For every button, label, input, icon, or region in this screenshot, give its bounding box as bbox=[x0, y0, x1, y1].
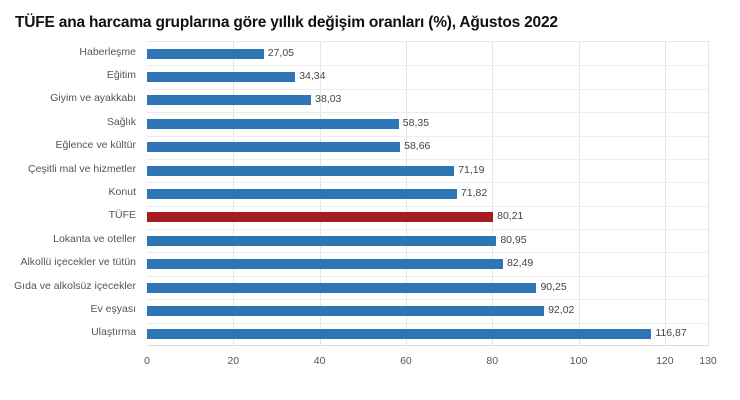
category-label: Eğitim bbox=[106, 69, 136, 82]
category-label: TÜFE bbox=[108, 209, 136, 222]
horizontal-gridline bbox=[147, 158, 708, 160]
category-label: Sağlık bbox=[106, 115, 136, 128]
plot-area: 27,05 34,34 38,03 58,35 58,66 71,19 71,82 80,21… bbox=[147, 41, 709, 346]
bar bbox=[147, 95, 312, 106]
value-label: 58,66 bbox=[404, 140, 431, 153]
x-tick-label: 100 bbox=[569, 355, 588, 367]
value-label: 90,25 bbox=[540, 280, 567, 293]
category-label: Alkollü içecekler ve tütün bbox=[20, 256, 136, 269]
horizontal-gridline bbox=[147, 322, 708, 324]
category-label: Ulaştırma bbox=[91, 326, 136, 339]
value-label: 34,34 bbox=[299, 70, 326, 83]
chart-title: TÜFE ana harcama gruplarına göre yıllık … bbox=[15, 14, 558, 31]
horizontal-gridline bbox=[147, 252, 708, 254]
x-tick-label: 60 bbox=[400, 355, 412, 367]
horizontal-gridline bbox=[147, 65, 708, 67]
value-label: 80,21 bbox=[497, 210, 524, 223]
bar bbox=[147, 305, 545, 316]
horizontal-gridline bbox=[147, 229, 708, 231]
category-label: Konut bbox=[108, 186, 136, 198]
value-label: 116,87 bbox=[655, 327, 687, 340]
bar bbox=[147, 282, 537, 293]
x-tick-label: 120 bbox=[656, 355, 674, 367]
bar bbox=[147, 142, 401, 153]
bar bbox=[147, 72, 296, 83]
horizontal-gridline bbox=[147, 182, 708, 184]
vertical-gridline bbox=[492, 42, 494, 346]
x-tick-label: 0 bbox=[144, 355, 150, 367]
bar bbox=[147, 259, 503, 270]
category-label: Ev eşyası bbox=[90, 302, 136, 315]
x-tick-label: 20 bbox=[227, 355, 240, 367]
vertical-gridline bbox=[578, 42, 580, 346]
x-tick-label: 80 bbox=[486, 355, 499, 367]
category-label: Haberleşme bbox=[79, 45, 136, 58]
bar-highlight bbox=[147, 212, 494, 223]
category-label: Gıda ve alkolsüz içecekler bbox=[14, 279, 136, 292]
horizontal-gridline bbox=[147, 299, 708, 301]
value-label: 58,35 bbox=[402, 116, 430, 129]
category-label: Çeşitli mal ve hizmetler bbox=[28, 162, 136, 175]
value-label: 38,03 bbox=[315, 93, 342, 106]
horizontal-gridline bbox=[147, 112, 708, 114]
category-label: Lokanta ve oteller bbox=[53, 232, 136, 245]
value-label: 71,82 bbox=[460, 187, 488, 199]
value-label: 80,95 bbox=[500, 233, 527, 246]
value-label: 82,49 bbox=[506, 257, 534, 270]
x-tick-label: 130 bbox=[699, 355, 717, 367]
category-label: Giyim ve ayakkabı bbox=[50, 92, 136, 105]
horizontal-gridline bbox=[147, 205, 708, 207]
horizontal-gridline bbox=[147, 135, 708, 137]
value-label: 27,05 bbox=[267, 46, 294, 59]
bar bbox=[147, 189, 457, 199]
category-label: Eğlence ve kültür bbox=[55, 139, 136, 152]
horizontal-gridline bbox=[147, 275, 708, 277]
bar bbox=[147, 329, 652, 340]
x-tick-label: 40 bbox=[313, 355, 326, 367]
value-label: 92,02 bbox=[548, 303, 575, 316]
bar bbox=[147, 235, 497, 246]
vertical-gridline bbox=[664, 42, 666, 346]
bar bbox=[147, 165, 455, 176]
x-axis-line bbox=[147, 345, 709, 346]
value-label: 71,19 bbox=[458, 163, 485, 176]
bar bbox=[147, 118, 399, 129]
bar bbox=[147, 48, 264, 59]
horizontal-gridline bbox=[147, 88, 708, 90]
